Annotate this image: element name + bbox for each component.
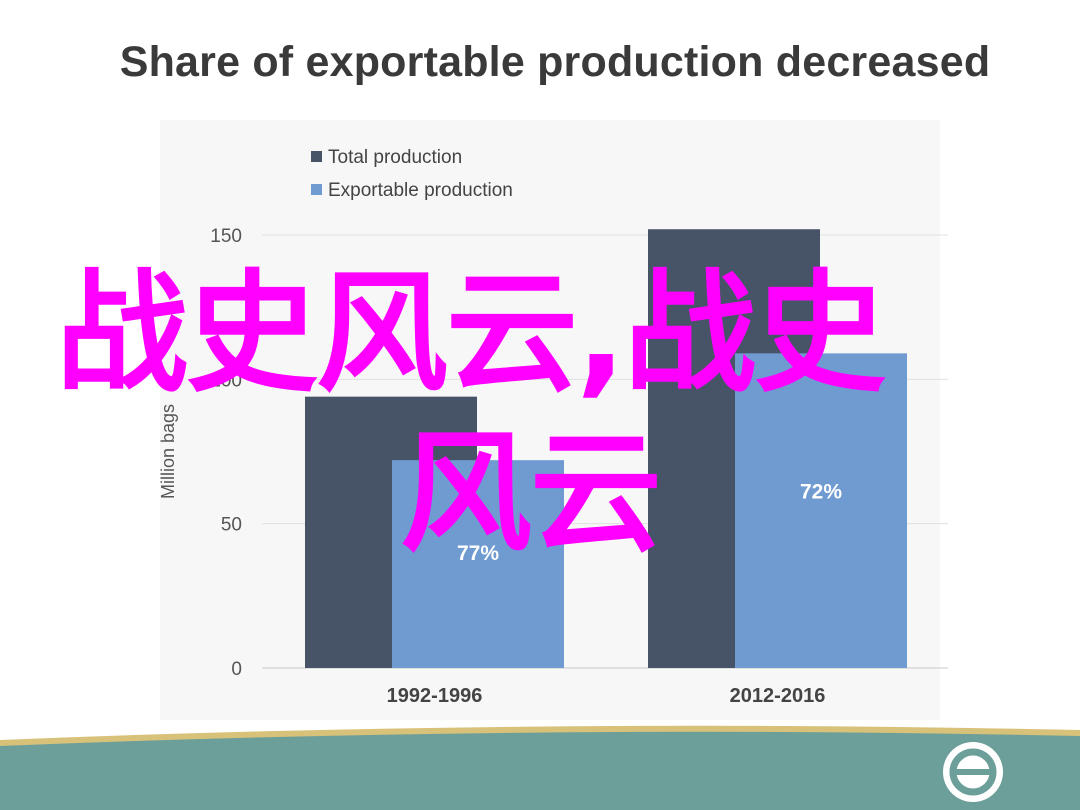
watermark-text-line2: 风云 [400,417,662,571]
logo-icon [943,742,1003,802]
footer-band [0,725,1080,810]
y-tick-label: 150 [210,226,242,247]
data-label: 77% [457,542,499,565]
legend-label: Total production [328,147,462,168]
y-tick-label: 50 [221,515,242,536]
legend-swatch [311,151,322,162]
data-label: 72% [800,480,842,503]
y-axis-label: Million bags [158,404,178,499]
watermark-text-line1: 战史风云,战史 [56,257,886,411]
bar-exportable-2 [735,353,907,668]
bar-exportable-1 [392,460,564,668]
x-tick-label: 1992-1996 [387,685,483,707]
y-tick-label: 100 [210,370,242,391]
slide-title: Share of exportable production decreased [119,38,991,86]
legend-label: Exportable production [328,180,513,201]
x-tick-label: 2012-2016 [730,685,826,707]
legend-swatch [311,184,322,195]
y-tick-label: 0 [231,659,242,680]
